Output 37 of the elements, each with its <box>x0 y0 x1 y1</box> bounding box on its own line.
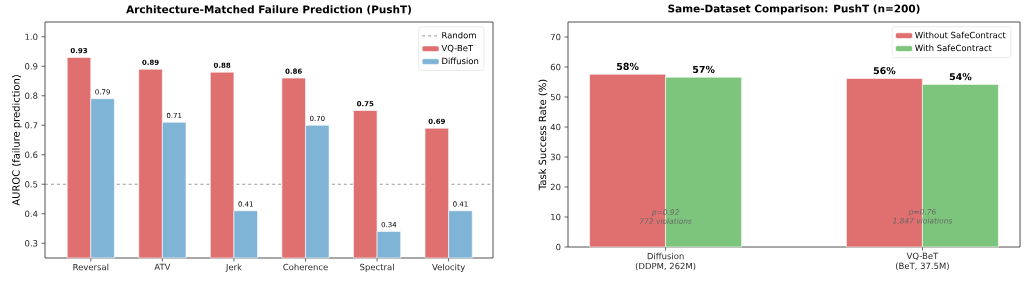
y-tick-label: 50 <box>550 93 561 101</box>
y-tick-label: 20 <box>550 183 561 191</box>
x-tick-label: VQ-BeT (BeT, 37.5M) <box>895 252 949 271</box>
y-tick-label: 0.9 <box>25 63 38 70</box>
data-label: 56% <box>873 67 896 75</box>
y-tick-label: 60 <box>550 63 561 71</box>
legend-label: With SafeContract <box>915 44 992 52</box>
y-tick-label: 30 <box>550 153 561 161</box>
y-tick-label: 0 <box>556 243 561 251</box>
x-tick-label: Jerk <box>225 263 242 272</box>
y-tick-label: 0.7 <box>25 122 38 129</box>
y-tick-label: 1.0 <box>25 33 38 40</box>
x-tick-label: Diffusion (DDPM, 262M) <box>635 252 696 271</box>
legend-label: Random <box>442 31 476 39</box>
data-label: 58% <box>617 62 639 71</box>
y-tick-label: 0.3 <box>25 240 38 247</box>
legend-label: VQ-BeT <box>441 44 474 53</box>
x-tick-label: Spectral <box>360 263 394 272</box>
y-tick-label: 70 <box>550 33 561 41</box>
y-tick-label: 0.4 <box>25 210 38 217</box>
y-tick-label: 0.8 <box>25 92 38 99</box>
data-label: 54% <box>949 73 972 81</box>
x-tick-label: Velocity <box>432 263 466 272</box>
chart-title: Architecture-Matched Failure Prediction (PushT) <box>126 5 412 15</box>
x-tick-label: Reversal <box>73 263 109 271</box>
chart-title: Same-Dataset Comparison: PushT (n=200) <box>668 4 920 15</box>
y-axis-title: AUROC (failure prediction) <box>12 75 22 206</box>
x-tick-label: ATV <box>154 263 171 270</box>
y-tick-label: 0.5 <box>25 181 38 188</box>
data-label: 57% <box>693 65 715 74</box>
y-tick-label: 0.6 <box>25 151 38 158</box>
y-tick-label: 40 <box>550 123 561 131</box>
legend-label: Diffusion <box>442 57 479 65</box>
x-tick-label: Coherence <box>283 263 328 271</box>
y-axis-title: Task Success Rate (%) <box>538 79 548 191</box>
legend-label: Without SafeContract <box>915 31 1006 39</box>
y-tick-label: 10 <box>551 213 561 221</box>
